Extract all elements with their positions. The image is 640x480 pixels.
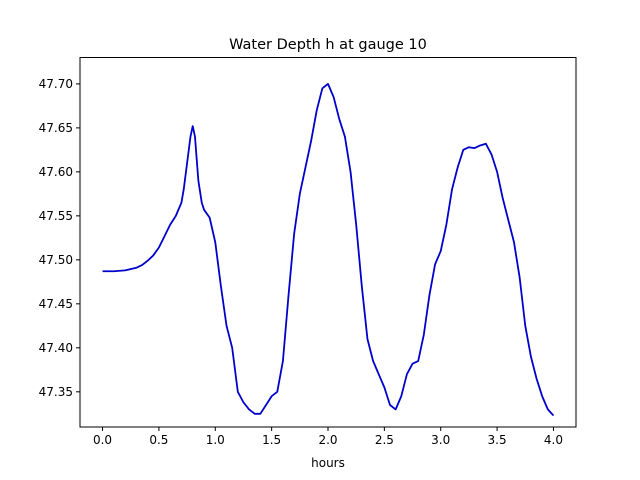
y-tick-label: 47.35 (39, 385, 73, 399)
y-tick-label: 47.45 (39, 297, 73, 311)
chart-title: Water Depth h at gauge 10 (229, 37, 427, 53)
y-tick-label: 47.55 (39, 209, 73, 223)
y-tick-label: 47.65 (39, 121, 73, 135)
plot-area (102, 82, 555, 417)
x-tick-label: 2.0 (318, 433, 337, 447)
y-tick-label: 47.40 (39, 341, 73, 355)
series-line-water-depth (102, 82, 555, 417)
x-axis: 0.0 0.5 1.0 1.5 2.0 2.5 3.0 3.5 4.0 (93, 427, 563, 447)
x-tick-label: 0.0 (93, 433, 112, 447)
x-tick-label: 4.0 (544, 433, 563, 447)
y-axis: 47.35 47.40 47.45 47.50 47.55 47.60 47.65 47.70 (39, 77, 80, 399)
x-axis-label: hours (311, 456, 345, 470)
x-tick-label: 3.0 (431, 433, 450, 447)
y-tick-label: 47.70 (39, 77, 73, 91)
x-tick-label: 3.5 (488, 433, 507, 447)
y-tick-label: 47.50 (39, 253, 73, 267)
x-tick-label: 1.5 (262, 433, 281, 447)
x-tick-label: 0.5 (149, 433, 168, 447)
y-tick-label: 47.60 (39, 165, 73, 179)
x-tick-label: 1.0 (206, 433, 225, 447)
x-tick-label: 2.5 (375, 433, 394, 447)
